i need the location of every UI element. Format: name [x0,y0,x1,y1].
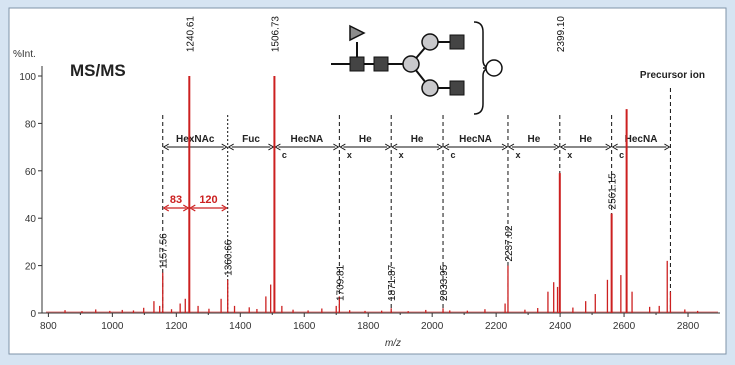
arrow-left-icon [507,143,515,151]
fragment-ion-type: c [451,150,456,160]
y-tick-label: 20 [25,262,37,273]
chart-title: MS/MS [70,61,126,80]
x-tick-label: 2600 [613,321,636,332]
mass-difference-annotations: 83 120 [162,194,228,212]
fragment-segment-label: HexNAc [176,134,215,145]
fragment-ion-type: x [347,150,352,160]
spectrum-peaks [46,76,718,313]
hexnac-square-icon [449,34,465,50]
arrow-right-icon [221,143,228,151]
x-tick-label: 2800 [677,321,700,332]
arrow-left-icon [162,143,170,151]
x-tick-label: 1400 [229,321,252,332]
peak-mz-label: 2237.02 [504,225,515,262]
fragment-segment-label: Fuc [242,134,260,145]
fragment-segment-label: HecNA [625,134,658,145]
figure-panel [8,7,727,355]
arrow-right-icon [182,204,190,212]
fragment-ion-type: x [567,150,572,160]
open-circle-icon [485,59,503,77]
arrow-left-icon [391,143,398,151]
y-tick-label: 80 [25,119,37,130]
y-tick-label: 40 [25,214,37,225]
arrow-right-icon [333,143,340,151]
fragment-segment-label: He [527,134,540,145]
y-axis-label: %Int. [13,49,36,60]
fragment-segment-label: He [411,134,424,145]
hexose-circle-icon [421,33,439,51]
fragment-ion-type: x [515,150,520,160]
peak-mz-label: 1871.87 [387,264,398,301]
y-tick-label: 100 [19,72,36,83]
fragment-segment-label: HecNA [459,134,492,145]
arrow-right-icon [221,204,228,212]
x-tick-label: 1600 [293,321,316,332]
glycan-residues [349,24,503,97]
hexose-circle-icon [402,55,420,73]
arrow-left-icon [443,143,450,151]
peak-mz-label: 1360.66 [224,239,235,276]
y-tick-label: 60 [25,167,37,178]
fragment-ion-type: c [282,150,287,160]
arrow-left-icon [227,143,234,151]
peak-mz-label: 2561.15 [608,173,619,210]
fragment-segment-label: He [359,134,372,145]
peak-mz-label: 1709.81 [335,264,346,301]
fragment-ion-type: c [619,150,624,160]
peak-mz-label: 2033.95 [439,264,450,301]
fucose-triangle-icon [349,24,366,42]
arrow-left-icon [559,143,567,151]
peak-mz-label: 2399.10 [556,16,567,53]
arrow-right-icon [501,143,508,151]
hexnac-square-icon [373,56,389,72]
mass-difference-label: 83 [170,194,182,206]
arrow-left-icon [611,143,618,151]
x-tick-label: 800 [40,321,57,332]
arrow-left-icon [339,143,346,151]
peak-mz-label: 1240.61 [185,16,196,53]
fragment-ladder: HexNAc Fuc HecNAcHexHexHecNAcHexHexHecNAcP… [162,70,705,313]
peak-mz-label: 1506.73 [270,16,281,53]
peak-labels: 1157.56 1240.61 1360.66 1506.73 1709.81 1871.… [159,16,619,301]
x-axis-label: m/z [385,338,401,349]
y-tick-label: 0 [30,309,36,320]
mass-difference-label: 120 [199,194,217,206]
x-tick-label: 1000 [101,321,124,332]
x-tick-label: 2200 [485,321,508,332]
hexose-circle-icon [421,79,439,97]
arrow-left-icon [189,204,196,212]
fragment-segment-label: HecNA [290,134,323,145]
x-tick-label: 1200 [165,321,188,332]
precursor-ion-label: Precursor ion [640,70,705,81]
arrow-right-icon [553,143,560,151]
peak-mz-label: 1157.56 [159,233,170,269]
x-tick-label: 2400 [549,321,572,332]
arrow-right-icon [384,143,392,151]
arrow-right-icon [605,143,612,151]
fragment-ion-type: x [399,150,404,160]
hexnac-square-icon [349,56,365,72]
hexnac-square-icon [449,80,465,96]
arrow-right-icon [664,143,671,151]
x-tick-label: 2000 [421,321,444,332]
arrow-right-icon [436,143,443,151]
fragment-segment-label: He [579,134,592,145]
arrow-right-icon [268,143,275,151]
x-tick-label: 1800 [357,321,380,332]
arrow-left-icon [162,204,170,212]
